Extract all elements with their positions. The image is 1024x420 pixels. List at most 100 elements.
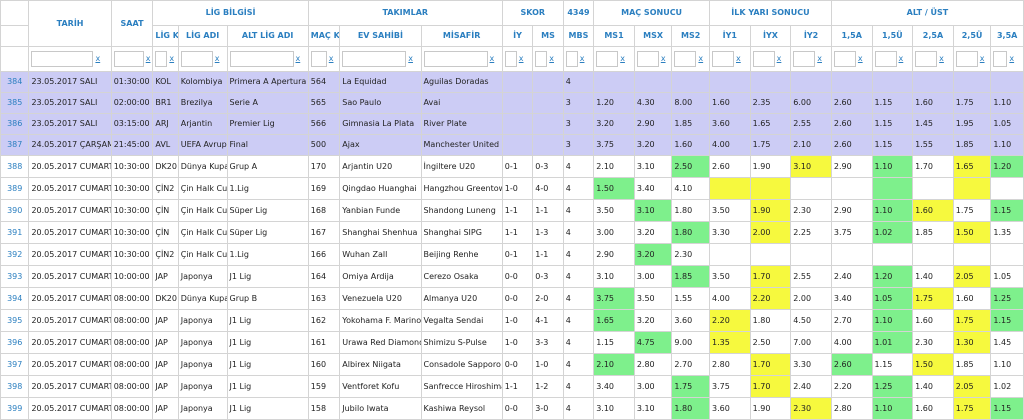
filter-input[interactable] [535,50,548,67]
column-header[interactable]: EV SAHİBİ [339,25,422,47]
clear-filter-link[interactable]: x [857,53,863,63]
clear-filter-link[interactable]: x [817,53,822,63]
row-id-link[interactable]: 390 [0,199,30,222]
row-id-link[interactable]: 394 [0,287,30,310]
column-header[interactable]: İY2 [790,25,832,47]
filter-input[interactable] [993,50,1008,67]
cell-altlig: J1 Lig [226,309,309,332]
row-id-link[interactable]: 398 [0,375,30,398]
clear-filter-link[interactable]: x [518,53,524,63]
filter-input[interactable] [423,50,488,67]
clear-filter-link[interactable]: x [145,53,151,63]
filter-input[interactable] [596,50,619,67]
column-header[interactable]: 1,5A [830,25,873,47]
row-id-link[interactable]: 386 [0,113,30,135]
filter-input[interactable] [504,50,517,67]
clear-filter-link[interactable]: x [979,53,985,63]
filter-input[interactable] [793,50,816,67]
row-id-link[interactable]: 396 [0,331,30,354]
row-id-link[interactable]: 391 [0,221,30,244]
filter-input[interactable] [565,50,578,67]
row-id-link[interactable]: 385 [0,92,30,114]
column-header[interactable]: İYX [749,25,792,47]
clear-filter-link[interactable]: x [169,53,175,63]
column-header[interactable]: İY1 [709,25,751,47]
column-header[interactable]: 2,5Ü [952,25,992,47]
row-id-link[interactable]: 393 [0,265,30,288]
column-header[interactable]: MİSAFİR [420,25,503,47]
column-header[interactable]: MS [532,25,564,47]
clear-filter-link[interactable]: x [295,53,301,63]
filter-input[interactable] [955,50,978,67]
column-header[interactable]: MAÇ K [307,25,341,47]
clear-filter-link[interactable]: x [408,53,413,63]
column-header[interactable]: İY [501,25,534,47]
clear-filter-link[interactable]: x [660,53,666,63]
filter-input[interactable] [180,50,213,67]
clear-filter-link[interactable]: x [579,53,585,63]
row-id-link[interactable]: 387 [0,134,30,156]
row-id-link[interactable]: 395 [0,309,30,332]
column-header[interactable]: ALT LİG ADI [226,25,309,47]
filter-input[interactable] [113,50,144,67]
filter-input[interactable] [342,50,407,67]
clear-filter-link[interactable]: x [95,53,101,63]
filter-input[interactable] [674,50,697,67]
clear-filter-link[interactable]: x [620,53,625,63]
filter-input[interactable] [915,50,938,67]
row-id-link[interactable]: 389 [0,177,30,200]
clear-filter-link[interactable]: x [776,53,782,63]
clear-filter-link[interactable]: x [214,53,220,63]
row-id-link[interactable]: 384 [0,71,30,93]
filter-input[interactable] [752,50,775,67]
clear-filter-link[interactable]: x [1009,53,1015,63]
header-saat[interactable]: SAAT [110,0,154,47]
header-tarih[interactable]: TARİH [28,0,112,47]
table-row[interactable]: 384 23.05.2017 SALI 01:30:00 KOL Kolombiya Pr… [0,71,1024,93]
cell-msx: 3.20 [633,221,673,244]
table-row[interactable]: 386 23.05.2017 SALI 03:15:00 ARJ Arjantin Pre… [0,113,1024,135]
table-row[interactable]: 385 23.05.2017 SALI 02:00:00 BR1 Brezilya Ser… [0,92,1024,114]
row-id-link[interactable]: 392 [0,243,30,266]
column-header[interactable]: MSX [633,25,673,47]
clear-filter-link[interactable]: x [898,53,904,63]
column-header[interactable]: MS2 [671,25,710,47]
row-id-link[interactable]: 399 [0,397,30,420]
row-id-link[interactable]: 388 [0,155,30,178]
filter-input[interactable] [155,50,168,67]
column-header[interactable]: 3,5A [990,25,1024,47]
row-id-link[interactable]: 397 [0,353,30,376]
filter-input[interactable] [310,50,327,67]
filter-input[interactable] [874,50,897,67]
filter-input[interactable] [31,50,94,67]
column-header[interactable]: LİG K [152,25,179,47]
clear-filter-link[interactable]: x [489,53,495,63]
filter-input[interactable] [833,50,856,67]
clear-filter-link[interactable]: x [549,53,554,63]
column-header[interactable]: 1,5Ü [871,25,914,47]
filter-input[interactable] [636,50,659,67]
column-header[interactable]: MS1 [593,25,635,47]
column-header[interactable]: 2,5A [912,25,954,47]
column-header[interactable]: LİG ADI [177,25,228,47]
clear-filter-link[interactable]: x [698,53,704,63]
filter-input[interactable] [712,50,734,67]
filter-input[interactable] [229,50,294,67]
clear-filter-link[interactable]: x [736,53,741,63]
column-header[interactable]: MBS [562,25,595,47]
clear-filter-link[interactable]: x [939,53,944,63]
clear-filter-link[interactable]: x [328,53,334,63]
